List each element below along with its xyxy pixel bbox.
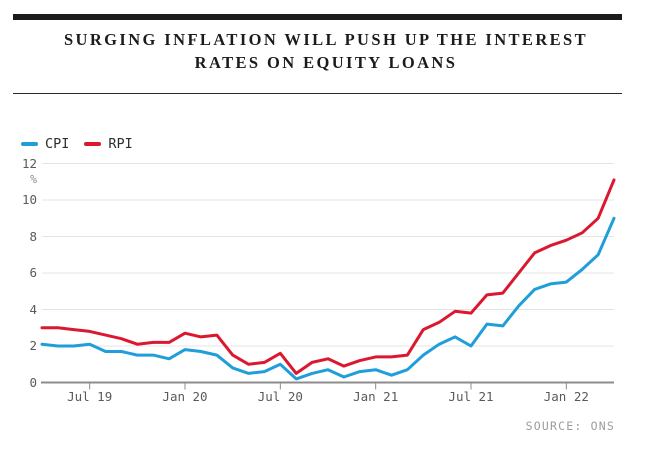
y-axis-unit-label: % [30,171,37,186]
page-title: SURGING INFLATION WILL PUSH UP THE INTER… [0,28,652,74]
source-note: SOURCE: ONS [525,419,615,433]
x-tick-label-jul-20: Jul 20 [257,389,303,404]
series-line-cpi [40,216,616,381]
x-tick-label-jul-19: Jul 19 [67,389,113,404]
legend-label-rpi: RPI [108,136,133,152]
legend-swatch-cpi [21,142,38,146]
y-tick-label-4: 4 [29,301,37,317]
y-tick-label-10: 10 [21,192,37,207]
y-tick-label-6: 6 [29,265,37,280]
legend-item-cpi: CPI [21,136,69,152]
legend-label-cpi: CPI [45,136,70,152]
y-tick-label-2: 2 [29,338,37,353]
x-tick-label-jan-22: Jan 22 [543,389,589,404]
chart-legend: CPI RPI [21,136,133,152]
legend-item-rpi: RPI [84,136,133,152]
headline-divider [13,93,622,94]
x-tick-label-jul-21: Jul 21 [448,389,494,404]
y-tick-label-12: 12 [21,155,37,171]
series-line-rpi [40,178,616,375]
legend-swatch-rpi [84,142,102,146]
y-tick-label-0: 0 [29,374,37,390]
x-tick-label-jan-21: Jan 21 [353,389,399,404]
headline-top-bar [13,14,622,20]
y-tick-label-8: 8 [29,228,37,244]
x-tick-label-jan-20: Jan 20 [162,389,208,404]
page-title-line-2: RATES ON EQUITY LOANS [194,53,458,72]
page-title-line-1: SURGING INFLATION WILL PUSH UP THE INTER… [63,30,589,49]
